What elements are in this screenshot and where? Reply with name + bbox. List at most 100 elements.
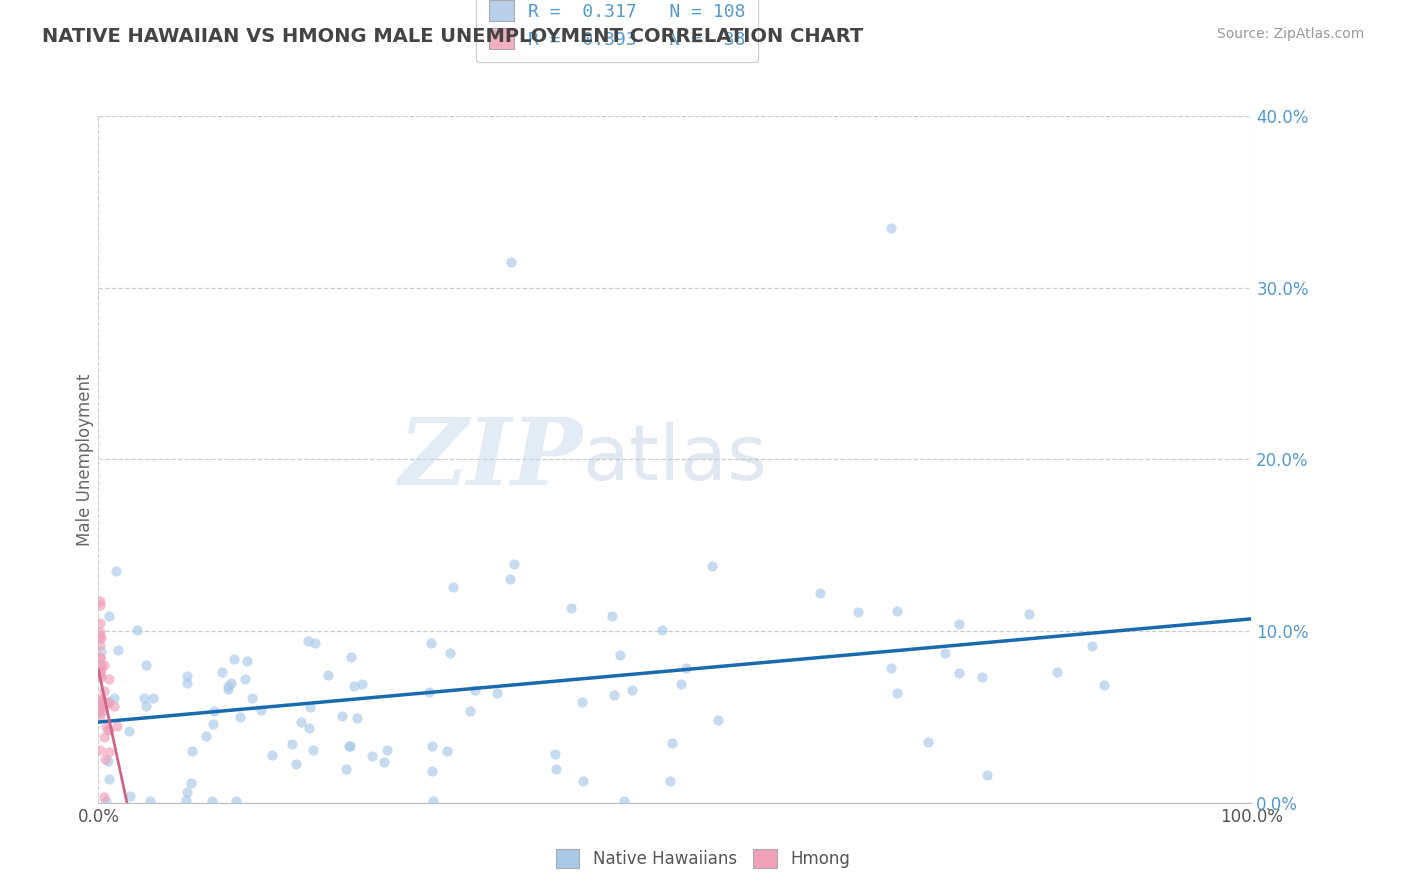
Point: [89, 649, 111, 664]
Point: [970, 670, 993, 684]
Point: [501, 255, 523, 269]
Point: [107, 643, 129, 657]
Point: [373, 756, 395, 770]
Point: [180, 744, 202, 758]
Point: [499, 572, 522, 586]
Point: [142, 691, 165, 706]
Point: [89, 629, 111, 643]
Point: [669, 677, 692, 691]
Point: [302, 743, 325, 757]
Point: [89, 668, 111, 682]
Point: [105, 565, 128, 579]
Point: [420, 636, 443, 650]
Point: [202, 704, 225, 718]
Point: [260, 747, 283, 762]
Point: [90, 705, 112, 719]
Point: [706, 714, 728, 728]
Legend: R =  0.317   N = 108, R = -0.393   N =  38: R = 0.317 N = 108, R = -0.393 N = 38: [477, 0, 758, 62]
Point: [89, 703, 111, 717]
Point: [93, 730, 115, 744]
Point: [285, 756, 308, 771]
Point: [503, 557, 526, 571]
Point: [201, 794, 224, 808]
Point: [1092, 678, 1115, 692]
Point: [418, 685, 440, 699]
Point: [89, 598, 111, 612]
Point: [127, 623, 149, 637]
Point: [90, 662, 112, 676]
Legend: Native Hawaiians, Hmong: Native Hawaiians, Hmong: [550, 842, 856, 875]
Point: [180, 776, 202, 790]
Point: [89, 625, 111, 640]
Point: [90, 697, 112, 711]
Point: [174, 793, 197, 807]
Point: [700, 559, 723, 574]
Point: [90, 644, 112, 658]
Point: [96, 697, 118, 711]
Point: [89, 616, 111, 631]
Point: [659, 774, 682, 789]
Point: [600, 608, 623, 623]
Text: atlas: atlas: [582, 423, 768, 496]
Point: [90, 631, 112, 645]
Point: [651, 623, 673, 637]
Point: [544, 747, 567, 761]
Point: [441, 580, 464, 594]
Point: [571, 695, 593, 709]
Point: [89, 638, 111, 652]
Point: [105, 719, 128, 733]
Point: [880, 220, 903, 235]
Point: [346, 711, 368, 725]
Point: [97, 723, 120, 738]
Point: [96, 721, 118, 735]
Point: [304, 636, 326, 650]
Point: [98, 722, 121, 736]
Point: [225, 794, 247, 808]
Point: [485, 686, 508, 700]
Point: [948, 617, 970, 632]
Point: [603, 688, 626, 702]
Point: [89, 743, 111, 757]
Point: [934, 646, 956, 660]
Point: [97, 695, 120, 709]
Point: [1081, 640, 1104, 654]
Point: [103, 690, 125, 705]
Point: [217, 679, 239, 693]
Point: [89, 651, 111, 665]
Point: [229, 710, 252, 724]
Point: [93, 657, 115, 672]
Point: [90, 699, 112, 714]
Point: [202, 717, 225, 731]
Point: [97, 695, 120, 709]
Point: [87, 706, 110, 720]
Point: [808, 586, 831, 600]
Point: [135, 657, 157, 672]
Point: [176, 669, 198, 683]
Point: [290, 715, 312, 730]
Point: [250, 703, 273, 717]
Point: [917, 735, 939, 749]
Point: [134, 691, 156, 706]
Point: [217, 681, 239, 696]
Point: [343, 679, 366, 693]
Point: [675, 661, 697, 675]
Point: [98, 745, 121, 759]
Point: [422, 764, 444, 779]
Point: [103, 699, 125, 714]
Point: [93, 789, 115, 804]
Point: [337, 739, 360, 753]
Point: [297, 634, 319, 648]
Point: [340, 650, 363, 665]
Point: [94, 794, 117, 808]
Point: [117, 724, 139, 739]
Point: [236, 655, 259, 669]
Point: [352, 677, 374, 691]
Point: [176, 676, 198, 690]
Point: [135, 698, 157, 713]
Point: [89, 594, 111, 608]
Point: [98, 609, 121, 624]
Point: [422, 794, 444, 808]
Point: [98, 673, 121, 687]
Point: [90, 698, 112, 712]
Point: [339, 739, 361, 753]
